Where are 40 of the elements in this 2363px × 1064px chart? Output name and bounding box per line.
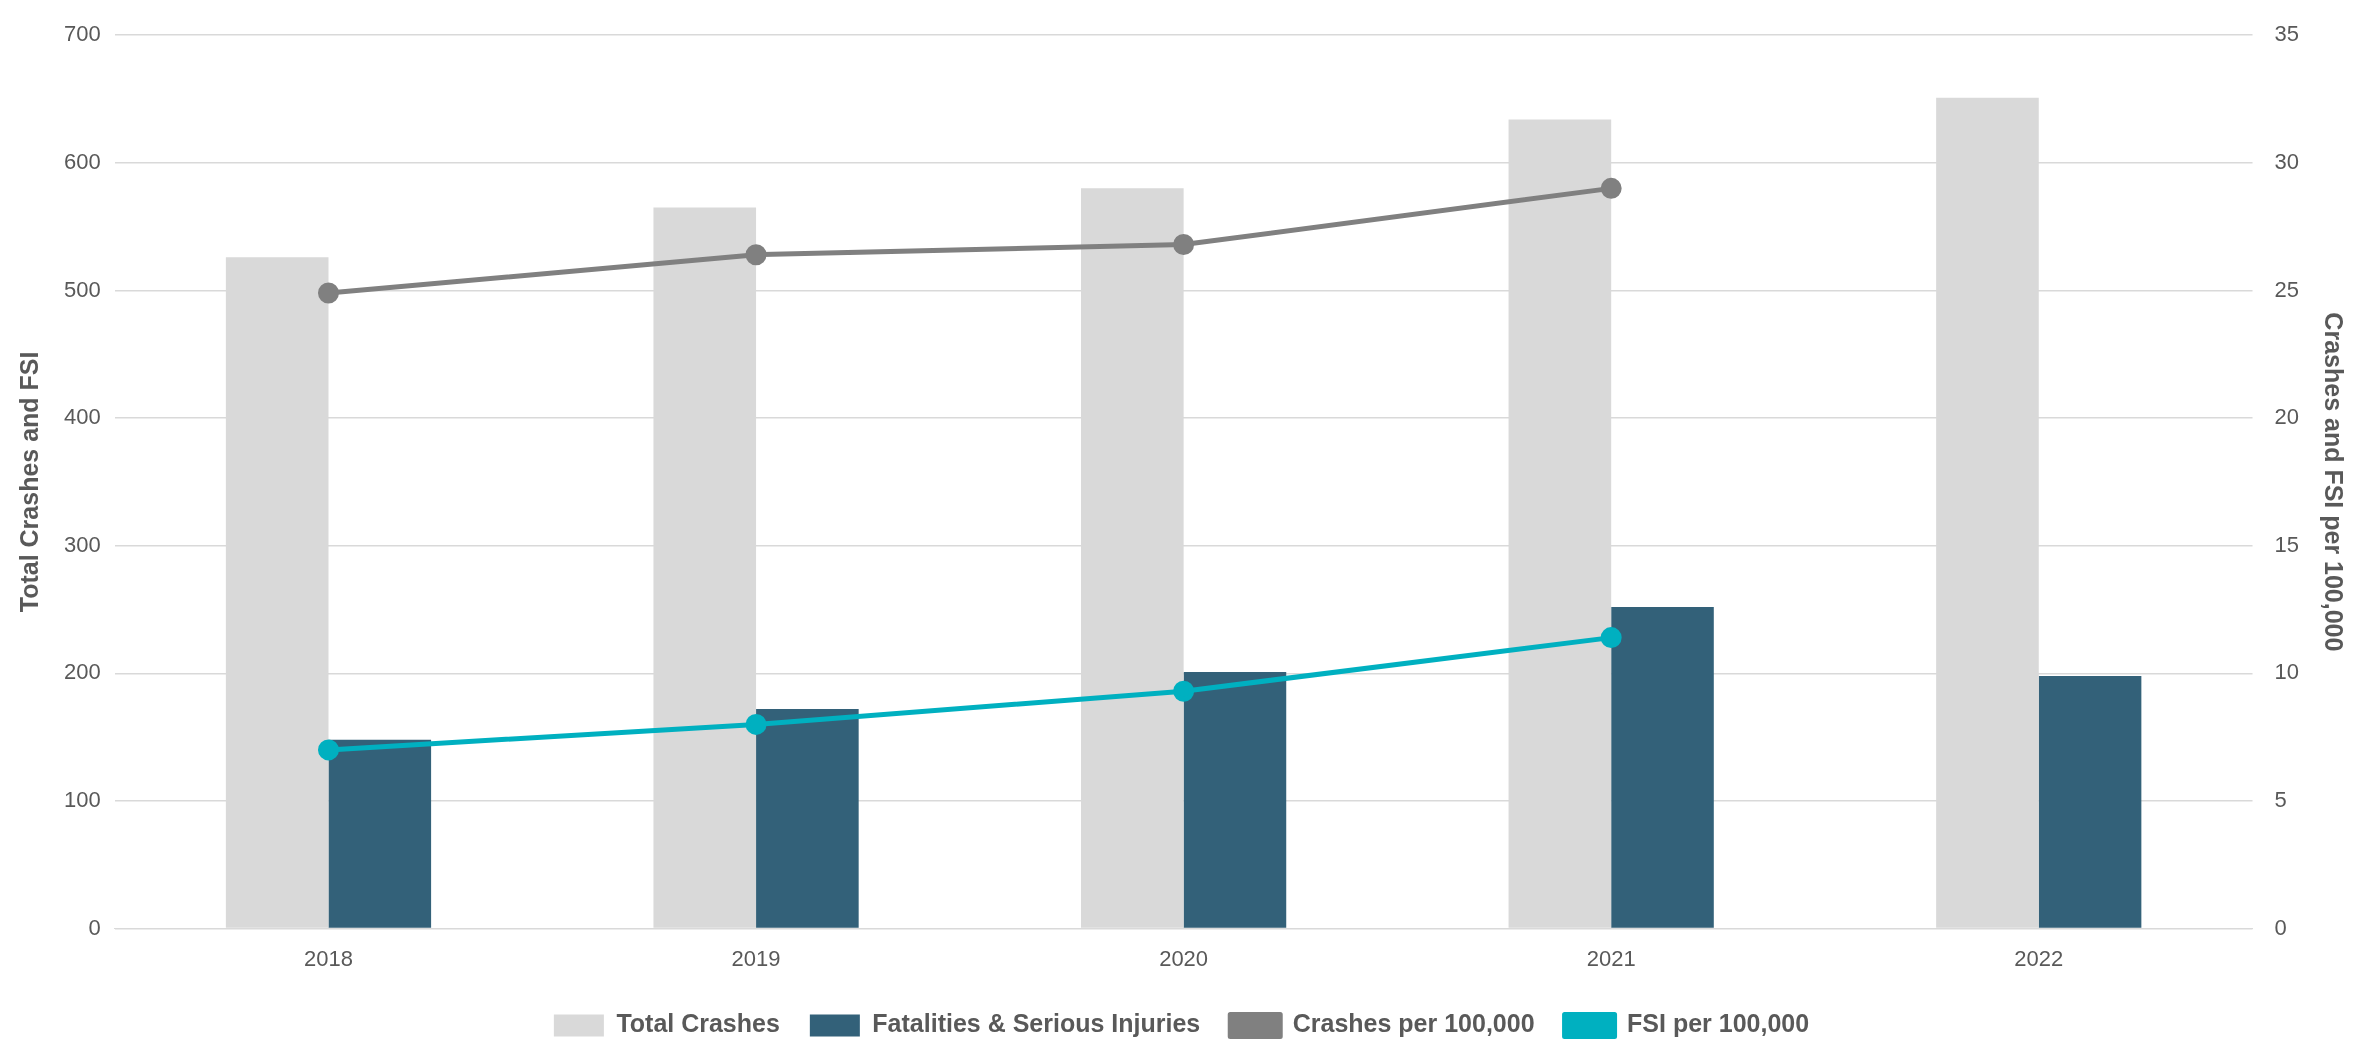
bar xyxy=(756,709,859,928)
y2-tick-label: 30 xyxy=(2274,148,2300,174)
y-tick-label: 400 xyxy=(63,404,101,430)
point xyxy=(1173,680,1195,702)
bar xyxy=(1183,672,1287,928)
x-tick-label: 2018 xyxy=(304,945,353,971)
x-tick-label: 2022 xyxy=(2014,945,2064,971)
y2-tick-label: 35 xyxy=(2274,21,2300,47)
y2-tick-label: 5 xyxy=(2274,787,2287,813)
y-tick-label: 600 xyxy=(63,148,101,174)
y2-tick-label: 10 xyxy=(2274,659,2300,685)
x-tick-label: 2019 xyxy=(731,945,781,971)
x-tick-label: 2021 xyxy=(1586,945,1636,971)
y-tick-label: 700 xyxy=(63,21,101,47)
legend-label: Fatalities & Serious Injuries xyxy=(872,1009,1201,1038)
x-tick-label: 2020 xyxy=(1159,945,1209,971)
y2-tick-label: 25 xyxy=(2274,276,2300,302)
point xyxy=(1173,234,1195,256)
y-tick-label: 0 xyxy=(88,914,101,940)
y-axis-title: Total Crashes and FSI xyxy=(14,351,43,613)
point xyxy=(1600,627,1622,649)
bar xyxy=(2038,675,2142,928)
point xyxy=(745,713,767,735)
y2-tick-label: 0 xyxy=(2274,914,2287,940)
point xyxy=(317,739,339,761)
y-tick-label: 100 xyxy=(63,787,101,813)
point xyxy=(317,282,339,304)
y-tick-label: 500 xyxy=(63,276,101,302)
y2-tick-label: 20 xyxy=(2274,404,2300,430)
y2-axis-title: Crashes and FSI per 100,000 xyxy=(2320,312,2349,652)
legend-label: Total Crashes xyxy=(616,1009,780,1038)
point xyxy=(1600,177,1622,199)
y-tick-label: 200 xyxy=(63,659,101,685)
y2-tick-label: 15 xyxy=(2274,531,2300,557)
legend-label: Crashes per 100,000 xyxy=(1292,1009,1535,1038)
legend-label: FSI per 100,000 xyxy=(1627,1009,1810,1038)
bar xyxy=(328,739,432,928)
bar xyxy=(1611,606,1714,928)
y-tick-label: 300 xyxy=(63,531,101,557)
point xyxy=(745,244,767,266)
